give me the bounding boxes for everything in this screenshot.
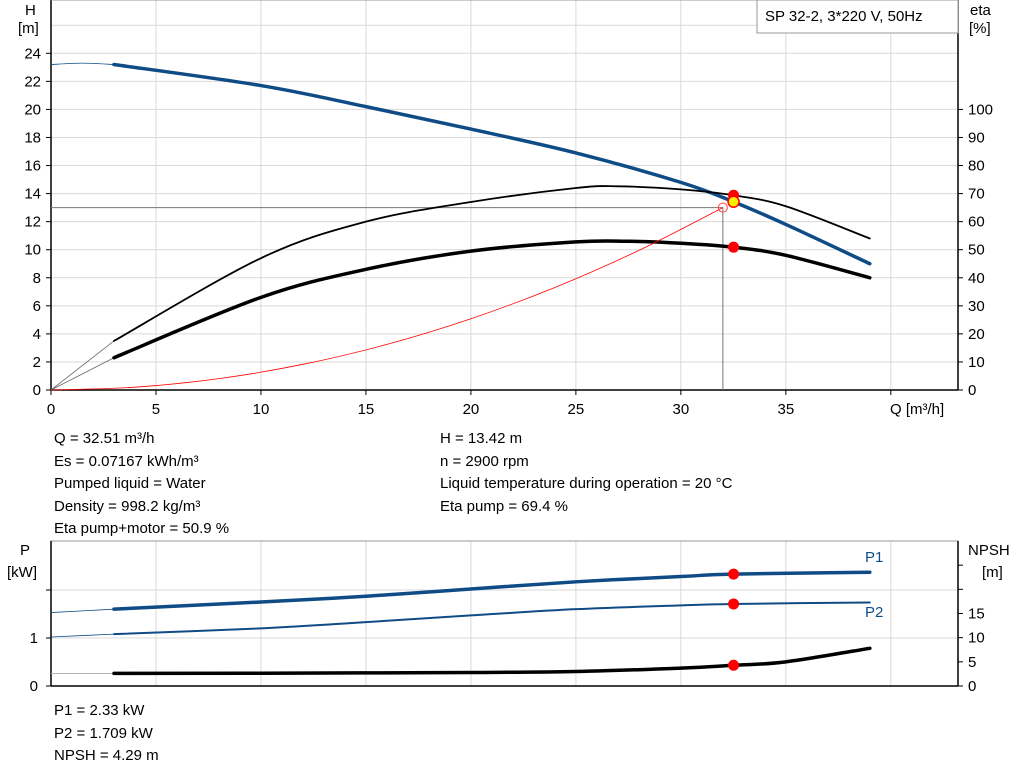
result-temp: Liquid temperature during operation = 20… (440, 475, 733, 492)
y-right-unit: [%] (969, 20, 991, 37)
p1-series-label: P1 (865, 549, 883, 566)
eta-total-curve (112, 239, 872, 360)
results-left: Q = 32.51 m³/h Es = 0.07167 kWh/m³ Pumpe… (54, 428, 229, 541)
npsh-curve (112, 646, 872, 676)
npsh-axis-label: NPSH (968, 542, 1010, 559)
npsh-tick-label: 0 (968, 678, 976, 695)
y-left-tick-label: 18 (24, 129, 41, 146)
y-left-tick-label: 0 (33, 382, 41, 399)
y-left-tick-label: 2 (33, 354, 41, 371)
y-right-tick-label: 40 (968, 270, 985, 287)
npsh-tick-label: 10 (968, 630, 985, 647)
p-tick-label: 0 (30, 678, 38, 695)
legend-box (756, 0, 959, 34)
results-bottom: P1 = 2.33 kW P2 = 1.709 kW NPSH = 4.29 m (54, 700, 159, 768)
y-left-tick-label: 22 (24, 73, 41, 90)
y-right-tick-label: 20 (968, 326, 985, 343)
y-right-label: eta (970, 2, 992, 19)
y-right-tick-label: 10 (968, 354, 985, 371)
y-left-tick-label: 6 (33, 298, 41, 315)
npsh-tick-label: 15 (968, 606, 985, 623)
y-left-label: H (25, 2, 36, 19)
x-tick-label: 0 (47, 401, 55, 418)
y-right-tick-label: 60 (968, 214, 985, 231)
y-right-tick-label: 30 (968, 298, 985, 315)
result-density: Density = 998.2 kg/m³ (54, 497, 201, 515)
x-tick-label: 10 (253, 401, 270, 418)
result-n: n = 2900 rpm (440, 452, 529, 470)
result-npsh: NPSH = 4.29 m (54, 747, 159, 764)
y-left-tick-label: 14 (24, 186, 41, 203)
p-axis-label: P (20, 542, 30, 559)
performance-chart: 0 5 10 15 20 25 30 3502468101214161820222401020… (18, 0, 993, 418)
result-q: Q = 32.51 m³/h (54, 430, 155, 447)
y-left-tick-label: 16 (24, 158, 41, 175)
x-tick-label: 30 (673, 401, 690, 418)
result-h: H = 13.42 m (440, 430, 523, 447)
p-axis-unit: [kW] (7, 564, 37, 581)
p2-point (728, 598, 740, 610)
p2-curve (112, 601, 871, 636)
system-curve (50, 207, 724, 391)
y-left-tick-label: 12 (24, 214, 41, 231)
npsh-point (728, 659, 740, 671)
x-tick-label: 5 (152, 401, 160, 418)
y-right-tick-label: 90 (968, 129, 985, 146)
eta-total-curve-extrapolated (50, 357, 115, 391)
eta-pump-curve-extrapolated (50, 340, 115, 391)
p2-curve-extrapolated (50, 633, 115, 638)
y-right-tick-label: 70 (968, 186, 985, 203)
H-curve (112, 62, 872, 266)
chart-title: SP 32-2, 3*220 V, 50Hz (765, 8, 923, 25)
result-liquid: Pumped liquid = Water (54, 475, 206, 492)
npsh-axis-unit: [m] (982, 564, 1003, 581)
y-left-tick-label: 8 (33, 270, 41, 287)
duty-point-marker (717, 202, 728, 213)
y-right-tick-label: 0 (968, 382, 976, 399)
p1-point (728, 568, 740, 580)
p-tick-label: 1 (30, 630, 38, 647)
y-right-tick-label: 50 (968, 242, 985, 259)
y-left-tick-label: 4 (33, 326, 41, 343)
y-left-tick-label: 10 (24, 242, 41, 259)
x-tick-label: 20 (463, 401, 480, 418)
p2-series-label: P2 (865, 604, 883, 621)
eta-pump-curve (113, 185, 871, 342)
y-left-tick-label: 24 (24, 45, 41, 62)
x-tick-label: 35 (777, 401, 794, 418)
eta-total-point (728, 241, 740, 253)
result-eta-total: Eta pump+motor = 50.9 % (54, 520, 230, 537)
x-tick-label: 15 (358, 401, 375, 418)
result-p1: P1 = 2.33 kW (54, 702, 145, 719)
x-axis-label: Q [m³/h] (890, 401, 944, 418)
result-eta-pump: Eta pump = 69.4 % (440, 497, 568, 515)
operating-point (727, 195, 740, 208)
result-es: Es = 0.07167 kWh/m³ (54, 452, 199, 470)
result-p2: P2 = 1.709 kW (54, 724, 153, 742)
y-left-tick-label: 20 (24, 101, 41, 118)
y-left-unit: [m] (18, 20, 39, 37)
results-right: H = 13.42 m n = 2900 rpm Liquid temperat… (440, 428, 732, 518)
H-curve-extrapolated (50, 62, 115, 65)
p1-curve-extrapolated (50, 608, 115, 613)
y-right-tick-label: 80 (968, 158, 985, 175)
x-tick-label: 25 (568, 401, 585, 418)
y-right-tick-label: 100 (968, 101, 993, 118)
npsh-tick-label: 5 (968, 654, 976, 671)
